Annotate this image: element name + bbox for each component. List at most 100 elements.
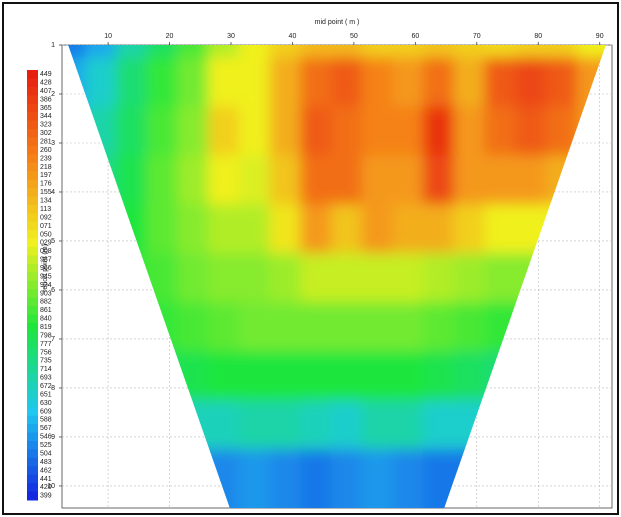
colorbar-swatch [27, 322, 38, 332]
colorbar-swatch [27, 381, 38, 391]
colorbar-swatch [27, 188, 38, 197]
colorbar-label: 239 [40, 155, 52, 162]
x-tick-label: 20 [166, 33, 174, 40]
colorbar-swatch [27, 179, 38, 189]
x-tick-label: 50 [350, 33, 358, 40]
colorbar-swatch [27, 263, 38, 273]
colorbar-swatch [27, 272, 38, 282]
colorbar-label: 693 [40, 375, 52, 382]
colorbar-swatch [27, 196, 38, 206]
colorbar-swatch [27, 86, 38, 96]
y-tick-label: 6 [51, 287, 55, 294]
colorbar-swatch [27, 289, 38, 299]
colorbar-swatch [27, 103, 38, 113]
colorbar-swatch [27, 280, 38, 290]
colorbar-swatch [27, 466, 38, 476]
colorbar-label: 050 [40, 231, 52, 238]
x-tick-label: 90 [596, 33, 604, 40]
colorbar-label: 798 [40, 332, 52, 339]
colorbar-label: 155 [40, 189, 52, 196]
colorbar-swatch [27, 356, 38, 366]
colorbar-label: 840 [40, 316, 52, 323]
colorbar-swatch [27, 154, 38, 164]
colorbar-label: 966 [40, 265, 52, 272]
colorbar-label: 323 [40, 122, 52, 129]
colorbar-swatch [27, 230, 38, 240]
colorbar-swatch [27, 213, 38, 223]
colorbar-swatch [27, 474, 38, 484]
colorbar-swatch [27, 339, 38, 349]
colorbar-label: 302 [40, 130, 52, 137]
colorbar-swatch [27, 78, 38, 88]
colorbar: 4494284073863653443233022812602392181971… [27, 70, 52, 501]
colorbar-label: 735 [40, 358, 52, 365]
colorbar-swatch [27, 145, 38, 155]
colorbar-swatch [27, 373, 38, 383]
colorbar-label: 714 [40, 366, 52, 373]
colorbar-label: 903 [40, 290, 52, 297]
colorbar-label: 567 [40, 425, 52, 432]
colorbar-label: 092 [40, 214, 52, 221]
colorbar-label: 546 [40, 434, 52, 441]
colorbar-label: 777 [40, 341, 52, 348]
x-tick-label: 70 [473, 33, 481, 40]
colorbar-swatch [27, 424, 38, 434]
colorbar-swatch [27, 137, 38, 147]
colorbar-swatch [27, 297, 38, 307]
colorbar-label: 344 [40, 113, 52, 120]
colorbar-label: 008 [40, 248, 52, 255]
colorbar-swatch [27, 491, 38, 501]
colorbar-label: 756 [40, 349, 52, 356]
colorbar-label: 134 [40, 198, 52, 205]
colorbar-label: 407 [40, 88, 52, 95]
colorbar-swatch [27, 449, 38, 459]
colorbar-label: 987 [40, 257, 52, 264]
colorbar-label: 281 [40, 139, 52, 146]
colorbar-label: 924 [40, 282, 52, 289]
colorbar-swatch [27, 407, 38, 417]
x-tick-label: 10 [104, 33, 112, 40]
colorbar-swatch [27, 390, 38, 400]
colorbar-swatch [27, 95, 38, 105]
colorbar-swatch [27, 112, 38, 122]
y-tick-label: 2 [51, 91, 55, 98]
y-tick-label: 8 [51, 385, 55, 392]
x-tick-label: 40 [289, 33, 297, 40]
x-axis-title: mid point ( m ) [315, 19, 360, 26]
colorbar-label: 428 [40, 79, 52, 86]
colorbar-swatch [27, 120, 38, 130]
colorbar-label: 420 [40, 484, 52, 491]
colorbar-label: 176 [40, 181, 52, 188]
colorbar-swatch [27, 483, 38, 493]
y-tick-label: 5 [51, 238, 55, 245]
colorbar-label: 449 [40, 71, 52, 78]
colorbar-label: 651 [40, 391, 52, 398]
colorbar-label: 588 [40, 417, 52, 424]
colorbar-label: 197 [40, 172, 52, 179]
colorbar-swatch [27, 331, 38, 341]
colorbar-swatch [27, 171, 38, 181]
colorbar-swatch [27, 314, 38, 324]
colorbar-label: 399 [40, 493, 52, 500]
colorbar-label: 882 [40, 299, 52, 306]
colorbar-label: 462 [40, 467, 52, 474]
y-tick-label: 9 [51, 434, 55, 441]
colorbar-swatch [27, 398, 38, 408]
y-tick-label: 3 [51, 140, 55, 147]
colorbar-label: 260 [40, 147, 52, 154]
colorbar-label: 525 [40, 442, 52, 449]
colorbar-label: 483 [40, 459, 52, 466]
colorbar-swatch [27, 440, 38, 450]
colorbar-swatch [27, 204, 38, 214]
colorbar-label: 672 [40, 383, 52, 390]
y-tick-label: 1 [51, 42, 55, 49]
colorbar-label: 861 [40, 307, 52, 314]
x-tick-label: 30 [227, 33, 235, 40]
colorbar-swatch [27, 247, 38, 256]
colorbar-swatch [27, 162, 38, 172]
colorbar-label: 365 [40, 105, 52, 112]
colorbar-swatch [27, 415, 38, 425]
colorbar-swatch [27, 432, 38, 442]
colorbar-label: 029 [40, 240, 52, 247]
